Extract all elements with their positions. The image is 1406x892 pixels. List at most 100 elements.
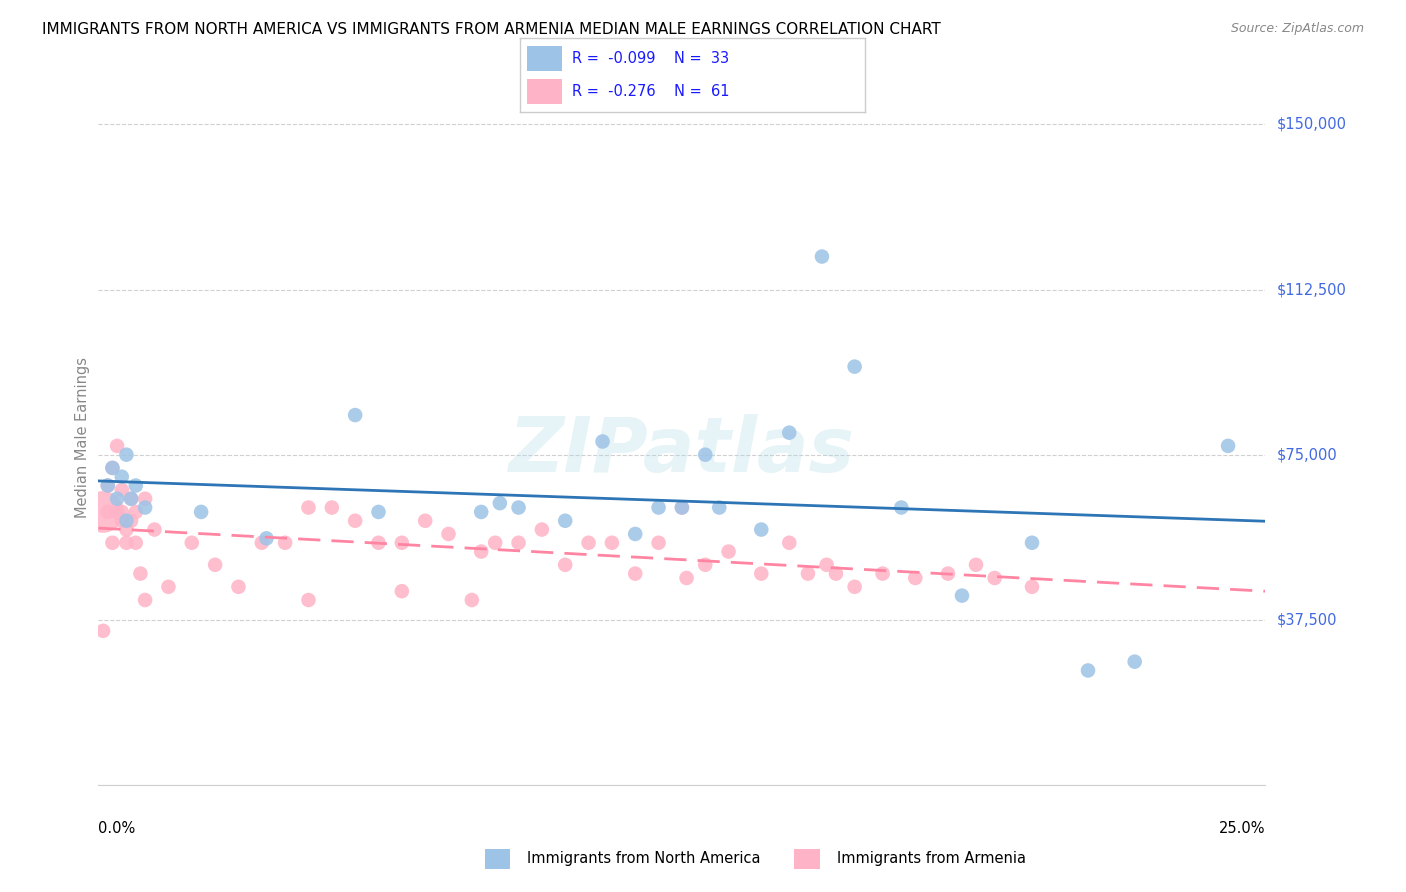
Point xyxy=(125,478,148,492)
Point xyxy=(797,566,820,581)
Point xyxy=(228,580,250,594)
Point xyxy=(105,491,128,506)
Text: IMMIGRANTS FROM NORTH AMERICA VS IMMIGRANTS FROM ARMENIA MEDIAN MALE EARNINGS CO: IMMIGRANTS FROM NORTH AMERICA VS IMMIGRA… xyxy=(42,22,941,37)
Point xyxy=(105,439,128,453)
Point xyxy=(120,491,142,506)
Point xyxy=(391,535,413,549)
Point xyxy=(484,535,506,549)
Point xyxy=(695,448,717,462)
Point xyxy=(844,359,866,374)
Point xyxy=(600,535,623,549)
Text: $75,000: $75,000 xyxy=(1277,447,1337,462)
Point xyxy=(470,544,492,558)
Point xyxy=(101,461,124,475)
Point xyxy=(91,505,114,519)
Point xyxy=(115,448,138,462)
Point xyxy=(709,500,731,515)
Text: $112,500: $112,500 xyxy=(1277,282,1347,297)
Text: ZIPatlas: ZIPatlas xyxy=(509,414,855,488)
Point xyxy=(554,514,576,528)
Point xyxy=(180,535,202,549)
Point xyxy=(437,527,460,541)
Point xyxy=(489,496,512,510)
Text: $150,000: $150,000 xyxy=(1277,117,1347,132)
Point xyxy=(890,500,912,515)
Point xyxy=(470,505,492,519)
Point xyxy=(391,584,413,599)
Point xyxy=(204,558,226,572)
Point xyxy=(97,478,120,492)
Point xyxy=(321,500,343,515)
Point xyxy=(671,500,693,515)
Point xyxy=(344,514,367,528)
Point xyxy=(274,535,297,549)
Point xyxy=(115,523,138,537)
Point xyxy=(134,593,156,607)
Point xyxy=(1021,580,1043,594)
Y-axis label: Median Male Earnings: Median Male Earnings xyxy=(75,357,90,517)
Text: R =  -0.099    N =  33: R = -0.099 N = 33 xyxy=(572,51,730,66)
Point xyxy=(1123,655,1146,669)
Point xyxy=(115,535,138,549)
Point xyxy=(983,571,1005,585)
Point xyxy=(675,571,697,585)
Point xyxy=(115,514,138,528)
Text: Immigrants from Armenia: Immigrants from Armenia xyxy=(837,851,1025,865)
Point xyxy=(749,566,772,581)
Point xyxy=(297,500,319,515)
Point xyxy=(97,478,120,492)
Point xyxy=(111,514,134,528)
Point xyxy=(367,505,389,519)
Point xyxy=(717,544,740,558)
Text: Source: ZipAtlas.com: Source: ZipAtlas.com xyxy=(1230,22,1364,36)
Point xyxy=(872,566,894,581)
Point xyxy=(578,535,600,549)
Point xyxy=(111,483,134,497)
Point xyxy=(190,505,212,519)
Point xyxy=(91,624,114,638)
Point xyxy=(111,469,134,483)
Point xyxy=(904,571,927,585)
Point xyxy=(671,500,693,515)
Point xyxy=(811,250,834,264)
Point xyxy=(297,593,319,607)
Point xyxy=(778,535,800,549)
Point xyxy=(554,558,576,572)
Point xyxy=(1077,664,1099,678)
Text: R =  -0.276    N =  61: R = -0.276 N = 61 xyxy=(572,84,730,98)
Point xyxy=(125,505,148,519)
Text: $37,500: $37,500 xyxy=(1277,612,1337,627)
Point xyxy=(508,500,530,515)
Point xyxy=(256,532,278,546)
Point xyxy=(111,505,134,519)
Point xyxy=(129,566,152,581)
Text: 25.0%: 25.0% xyxy=(1219,821,1265,836)
Text: Immigrants from North America: Immigrants from North America xyxy=(527,851,761,865)
Point xyxy=(120,514,142,528)
Bar xyxy=(527,78,561,104)
Point xyxy=(461,593,484,607)
Point xyxy=(508,535,530,549)
Point xyxy=(143,523,166,537)
Point xyxy=(250,535,273,549)
Point xyxy=(1021,535,1043,549)
Point xyxy=(125,535,148,549)
Point xyxy=(950,589,973,603)
Point xyxy=(624,566,647,581)
Point xyxy=(134,491,156,506)
Point xyxy=(825,566,848,581)
Point xyxy=(936,566,959,581)
Point xyxy=(624,527,647,541)
Bar xyxy=(527,45,561,71)
Point xyxy=(530,523,553,537)
Point xyxy=(101,461,124,475)
Point xyxy=(413,514,436,528)
Point xyxy=(647,500,669,515)
Point xyxy=(1216,439,1239,453)
Point xyxy=(97,505,120,519)
Point xyxy=(105,505,128,519)
Point xyxy=(157,580,180,594)
Text: 0.0%: 0.0% xyxy=(98,821,135,836)
Point xyxy=(344,408,367,422)
Point xyxy=(844,580,866,594)
